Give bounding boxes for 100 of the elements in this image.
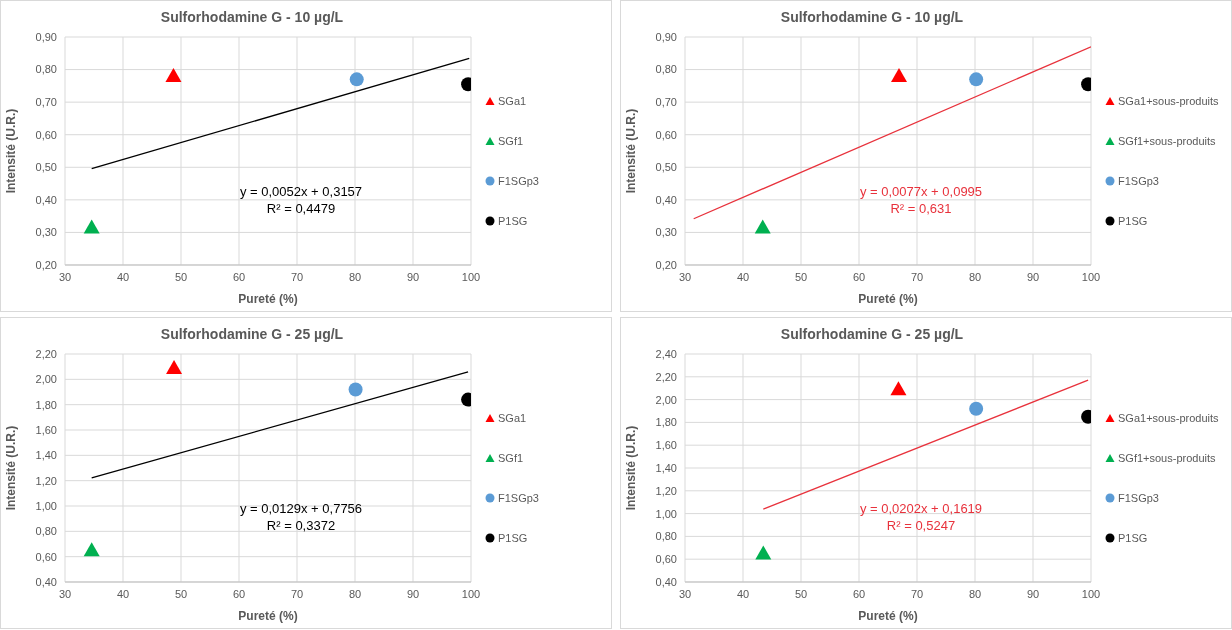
x-tick-label: 40 (116, 270, 130, 283)
y-tick-label: 1,00 (35, 499, 57, 512)
y-tick-label: 0,20 (655, 258, 677, 271)
annotation: R² = 0,4479 (265, 200, 337, 217)
x-tick-label: 100 (461, 270, 481, 283)
y-tick-label: 1,60 (655, 439, 677, 452)
x-tick-label: 80 (348, 587, 362, 600)
x-tick-label: 90 (1026, 587, 1040, 600)
y-tick-label: 0,30 (35, 226, 57, 239)
x-tick-label: 90 (1026, 270, 1040, 283)
chart-title: Sulforhodamine G - 25 µg/L (160, 326, 344, 342)
annotation: R² = 0,3372 (265, 517, 337, 534)
point (891, 68, 908, 83)
legend-label: SGa1+sous-produits (1118, 412, 1219, 424)
legend-label: F1SGp3 (1118, 492, 1159, 504)
y-axis-title: Intensité (U.R.) (624, 425, 639, 511)
annotation: y = 0,0077x + 0,0995 (858, 183, 984, 200)
x-tick-label: 90 (406, 270, 420, 283)
x-tick-label: 50 (794, 587, 808, 600)
legend-label: P1SG (1118, 215, 1148, 227)
legend-label: P1SG (1118, 532, 1148, 544)
x-tick-label: 30 (58, 587, 72, 600)
legend-label: SGf1 (498, 135, 524, 147)
x-tick-label: 40 (116, 587, 130, 600)
x-tick-label: 80 (348, 270, 362, 283)
y-tick-label: 0,50 (655, 161, 677, 174)
legend-label: F1SGp3 (498, 175, 539, 187)
y-tick-label: 1,40 (35, 449, 57, 462)
y-tick-label: 1,80 (655, 416, 677, 429)
legend-label: F1SGp3 (498, 492, 539, 504)
x-axis-title: Pureté (%) (238, 292, 298, 306)
x-tick-label: 60 (232, 270, 246, 283)
legend-label: SGa1 (498, 412, 527, 424)
y-tick-label: 1,60 (35, 423, 57, 436)
legend-label: SGf1 (498, 452, 524, 464)
point (890, 381, 907, 396)
annotation: R² = 0,631 (889, 200, 953, 217)
y-tick-label: 2,00 (35, 373, 57, 386)
x-tick-label: 70 (290, 587, 304, 600)
y-tick-label: 0,40 (655, 575, 677, 588)
legend-label: SGa1+sous-produits (1118, 95, 1219, 107)
y-tick-label: 0,80 (35, 525, 57, 538)
y-tick-label: 0,70 (35, 96, 57, 109)
x-tick-label: 100 (461, 587, 481, 600)
annotation: y = 0,0052x + 0,3157 (238, 183, 364, 200)
x-tick-label: 50 (174, 587, 188, 600)
y-tick-label: 0,80 (655, 63, 677, 76)
x-axis-title: Pureté (%) (238, 609, 298, 623)
annotation: y = 0,0202x + 0,1619 (858, 500, 984, 517)
point (83, 219, 100, 234)
legend-label: P1SG (498, 532, 528, 544)
x-tick-label: 70 (910, 270, 924, 283)
legend-label: SGa1 (498, 95, 527, 107)
x-tick-label: 80 (968, 587, 982, 600)
point (165, 68, 182, 83)
x-tick-label: 70 (910, 587, 924, 600)
y-tick-label: 0,20 (35, 258, 57, 271)
y-tick-label: 1,20 (35, 474, 57, 487)
point (348, 382, 363, 397)
point (83, 542, 100, 557)
x-tick-label: 100 (1081, 270, 1101, 283)
y-tick-label: 1,00 (655, 507, 677, 520)
x-tick-label: 60 (852, 270, 866, 283)
y-tick-label: 0,60 (655, 553, 677, 566)
y-tick-label: 1,80 (35, 398, 57, 411)
point (969, 401, 984, 416)
y-tick-label: 0,60 (35, 128, 57, 141)
x-tick-label: 60 (232, 587, 246, 600)
y-tick-label: 0,40 (35, 193, 57, 206)
y-tick-label: 0,80 (35, 63, 57, 76)
y-tick-label: 1,20 (655, 484, 677, 497)
x-tick-label: 60 (852, 587, 866, 600)
y-tick-label: 0,60 (655, 128, 677, 141)
x-tick-label: 50 (794, 270, 808, 283)
point (755, 545, 772, 560)
chart-title: Sulforhodamine G - 10 µg/L (160, 9, 344, 25)
y-tick-label: 0,50 (35, 161, 57, 174)
x-tick-label: 30 (678, 587, 692, 600)
y-axis-title: Intensité (U.R.) (4, 425, 19, 511)
x-tick-label: 50 (174, 270, 188, 283)
point (754, 219, 771, 234)
point (969, 72, 984, 87)
y-tick-label: 0,60 (35, 550, 57, 563)
y-tick-label: 0,90 (35, 30, 57, 43)
y-tick-label: 0,30 (655, 226, 677, 239)
x-tick-label: 90 (406, 587, 420, 600)
x-tick-label: 40 (736, 270, 750, 283)
legend-label: SGf1+sous-produits (1118, 452, 1216, 464)
x-tick-label: 30 (58, 270, 72, 283)
y-tick-label: 2,40 (655, 347, 677, 360)
chart-title: Sulforhodamine G - 25 µg/L (780, 326, 964, 342)
point (349, 72, 364, 87)
y-axis-title: Intensité (U.R.) (624, 108, 639, 194)
y-tick-label: 0,70 (655, 96, 677, 109)
y-axis-title: Intensité (U.R.) (4, 108, 19, 194)
x-tick-label: 100 (1081, 587, 1101, 600)
x-axis-title: Pureté (%) (858, 292, 918, 306)
legend-label: F1SGp3 (1118, 175, 1159, 187)
x-tick-label: 30 (678, 270, 692, 283)
annotation: R² = 0,5247 (885, 517, 957, 534)
